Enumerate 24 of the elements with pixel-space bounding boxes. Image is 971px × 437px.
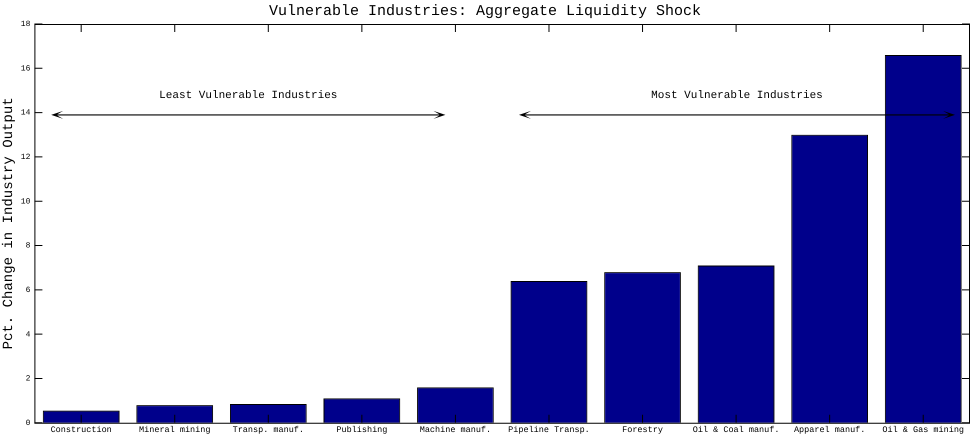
x-tick-label: Construction xyxy=(50,425,112,436)
y-tick-label: 14 xyxy=(20,108,31,118)
x-tick-label: Transp. manuf. xyxy=(232,425,304,436)
annotation: Least Vulnerable Industries xyxy=(159,90,338,102)
y-tick-label: 6 xyxy=(26,286,31,295)
x-tick-label: Oil & Coal manuf. xyxy=(692,425,780,436)
x-tick-label: Machine manuf. xyxy=(420,425,492,436)
x-tick-label: Mineral mining xyxy=(139,425,210,436)
y-tick-label: 16 xyxy=(20,64,31,74)
x-tick-label: Oil & Gas mining xyxy=(882,425,964,436)
y-tick-label: 12 xyxy=(20,153,31,162)
y-tick-label: 2 xyxy=(26,374,31,384)
y-tick-label: 8 xyxy=(26,242,31,251)
x-tick-label: Apparel manuf. xyxy=(794,425,866,436)
annotation: Most Vulnerable Industries xyxy=(651,90,823,102)
x-tick-label: Publishing xyxy=(336,425,388,436)
x-tick-label: Forestry xyxy=(622,425,663,436)
y-tick-label: 4 xyxy=(26,330,31,340)
y-tick-label: 10 xyxy=(20,197,31,206)
y-tick-label: 18 xyxy=(20,20,31,30)
x-tick-label: Pipeline Transp. xyxy=(508,425,590,436)
y-axis-title: Pct. Change in Industry Output xyxy=(1,97,18,350)
chart-title: Vulnerable Industries: Aggregate Liquidity Shock xyxy=(268,2,702,20)
y-tick-label: 0 xyxy=(26,418,31,428)
